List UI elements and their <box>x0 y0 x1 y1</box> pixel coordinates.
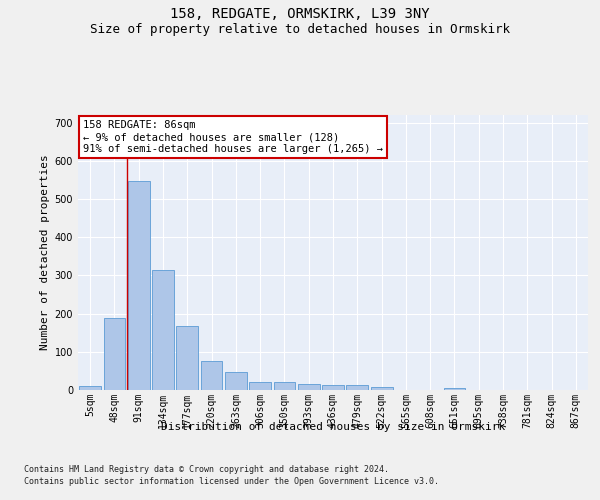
Y-axis label: Number of detached properties: Number of detached properties <box>40 154 50 350</box>
Bar <box>346 386 368 390</box>
Bar <box>249 382 271 390</box>
Bar <box>225 372 247 390</box>
Bar <box>128 181 149 390</box>
Bar <box>200 360 223 390</box>
Bar <box>104 318 125 390</box>
Text: Size of property relative to detached houses in Ormskirk: Size of property relative to detached ho… <box>90 22 510 36</box>
Bar <box>176 326 198 390</box>
Bar <box>322 386 344 390</box>
Bar <box>443 388 466 390</box>
Text: 158, REDGATE, ORMSKIRK, L39 3NY: 158, REDGATE, ORMSKIRK, L39 3NY <box>170 8 430 22</box>
Text: Contains HM Land Registry data © Crown copyright and database right 2024.: Contains HM Land Registry data © Crown c… <box>24 465 389 474</box>
Text: Distribution of detached houses by size in Ormskirk: Distribution of detached houses by size … <box>161 422 505 432</box>
Bar <box>274 382 295 390</box>
Text: 158 REDGATE: 86sqm
← 9% of detached houses are smaller (128)
91% of semi-detache: 158 REDGATE: 86sqm ← 9% of detached hous… <box>83 120 383 154</box>
Bar <box>298 384 320 390</box>
Text: Contains public sector information licensed under the Open Government Licence v3: Contains public sector information licen… <box>24 478 439 486</box>
Bar <box>79 386 101 390</box>
Bar <box>152 270 174 390</box>
Bar <box>371 387 392 390</box>
